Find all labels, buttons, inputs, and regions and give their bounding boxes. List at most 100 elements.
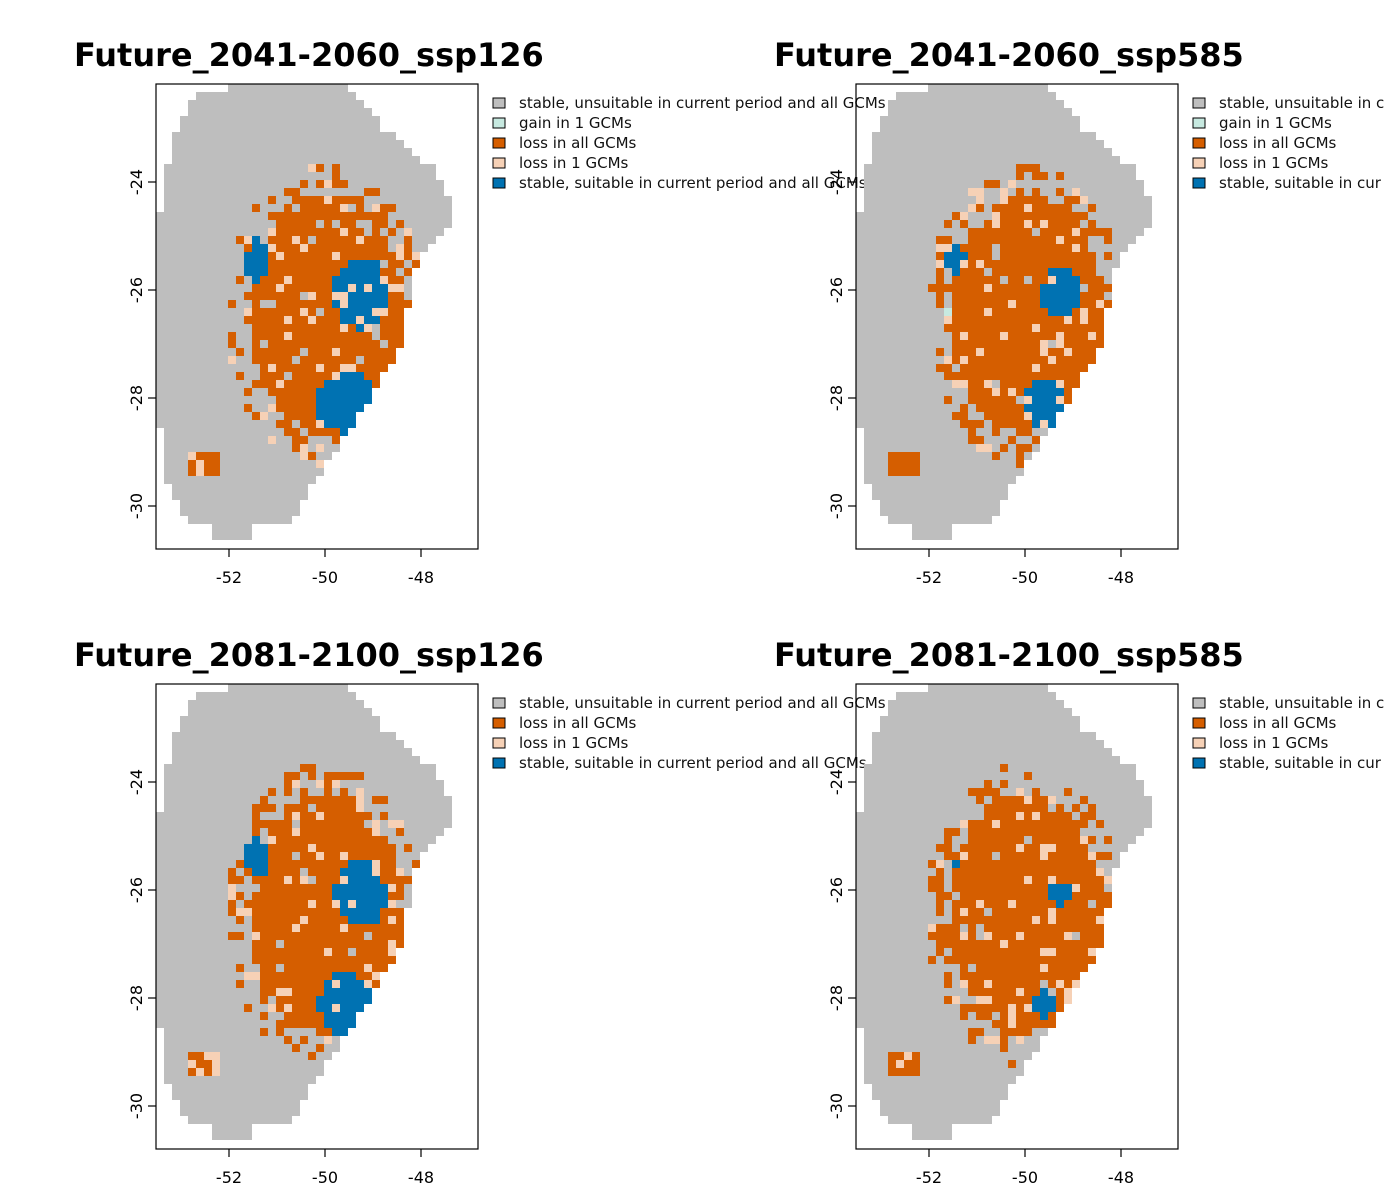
raster-cell (276, 988, 284, 996)
raster-cell (1032, 84, 1040, 92)
raster-cell (180, 908, 188, 916)
raster-cell (164, 308, 172, 316)
raster-cell (912, 380, 920, 388)
raster-cell (172, 300, 180, 308)
raster-cell (968, 436, 976, 444)
raster-cell (300, 804, 308, 812)
raster-cell (180, 460, 188, 468)
raster-cell (992, 148, 1000, 156)
raster-cell (380, 892, 388, 900)
raster-cell (404, 836, 412, 844)
raster-cell (196, 996, 204, 1004)
raster-cell (992, 308, 1000, 316)
raster-cell (888, 724, 896, 732)
raster-cell (896, 180, 904, 188)
raster-cell (204, 1068, 212, 1076)
raster-cell (292, 180, 300, 188)
raster-cell (936, 764, 944, 772)
raster-cell (396, 876, 404, 884)
raster-cell (1048, 196, 1056, 204)
raster-cell (904, 340, 912, 348)
legend-label: loss in 1 GCMs (519, 734, 629, 752)
legend-swatch (492, 717, 506, 729)
raster-cell (172, 324, 180, 332)
raster-cell (1056, 100, 1064, 108)
raster-cell (212, 148, 220, 156)
raster-cell (960, 372, 968, 380)
raster-cell (308, 948, 316, 956)
raster-cell (308, 244, 316, 252)
raster-cell (928, 252, 936, 260)
raster-cell (244, 1012, 252, 1020)
raster-cell (188, 292, 196, 300)
raster-cell (260, 780, 268, 788)
raster-cell (1104, 180, 1112, 188)
raster-cell (268, 996, 276, 1004)
raster-cell (1024, 236, 1032, 244)
raster-cell (888, 220, 896, 228)
raster-cell (284, 452, 292, 460)
raster-cell (244, 148, 252, 156)
raster-cell (276, 508, 284, 516)
raster-cell (372, 156, 380, 164)
raster-cell (388, 156, 396, 164)
raster-cell (316, 684, 324, 692)
raster-cell (372, 932, 380, 940)
raster-cell (984, 724, 992, 732)
raster-cell (284, 500, 292, 508)
raster-cell (188, 260, 196, 268)
raster-cell (292, 876, 300, 884)
raster-cell (172, 228, 180, 236)
raster-cell (284, 388, 292, 396)
raster-cell (984, 476, 992, 484)
raster-cell (260, 1092, 268, 1100)
raster-cell (212, 1044, 220, 1052)
raster-cell (220, 164, 228, 172)
raster-cell (308, 452, 316, 460)
raster-cell (196, 724, 204, 732)
raster-cell (1048, 356, 1056, 364)
raster-cell (896, 468, 904, 476)
raster-cell (920, 276, 928, 284)
raster-cell (308, 436, 316, 444)
raster-cell (880, 452, 888, 460)
raster-cell (1072, 356, 1080, 364)
raster-cell (212, 1020, 220, 1028)
raster-cell (356, 332, 364, 340)
raster-cell (340, 308, 348, 316)
raster-cell (1032, 772, 1040, 780)
raster-cell (888, 772, 896, 780)
raster-cell (1000, 252, 1008, 260)
raster-cell (196, 972, 204, 980)
raster-cell (236, 132, 244, 140)
raster-cell (164, 956, 172, 964)
raster-cell (276, 740, 284, 748)
raster-cell (1104, 756, 1112, 764)
raster-cell (316, 84, 324, 92)
raster-cell (1000, 412, 1008, 420)
raster-cell (920, 764, 928, 772)
raster-cell (944, 492, 952, 500)
raster-cell (896, 348, 904, 356)
raster-cell (920, 316, 928, 324)
raster-cell (364, 260, 372, 268)
raster-cell (292, 1060, 300, 1068)
raster-cell (292, 980, 300, 988)
raster-cell (436, 828, 444, 836)
raster-cell (252, 396, 260, 404)
raster-cell (348, 356, 356, 364)
raster-cell (156, 396, 164, 404)
raster-cell (1080, 764, 1088, 772)
raster-cell (308, 364, 316, 372)
raster-cell (332, 764, 340, 772)
raster-cell (396, 204, 404, 212)
raster-cell (1032, 268, 1040, 276)
raster-cell (164, 892, 172, 900)
raster-cell (268, 476, 276, 484)
raster-cell (896, 92, 904, 100)
raster-cell (308, 396, 316, 404)
raster-cell (984, 228, 992, 236)
raster-cell (164, 868, 172, 876)
raster-cell (196, 516, 204, 524)
raster-cell (212, 244, 220, 252)
